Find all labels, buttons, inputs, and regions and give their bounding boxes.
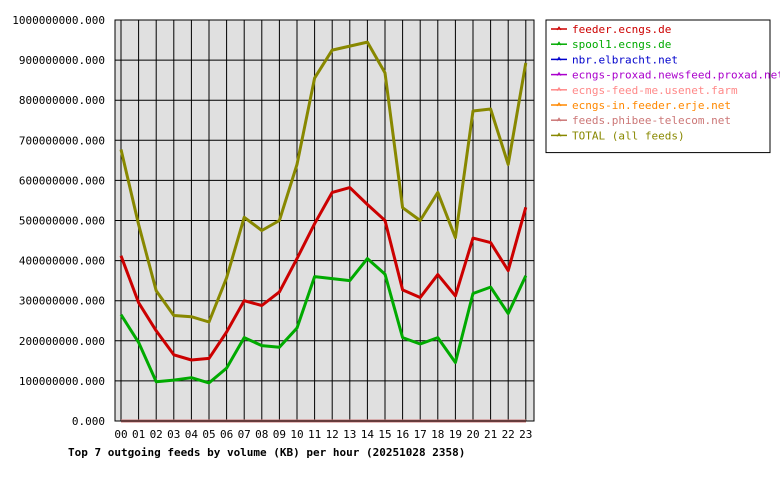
x-tick-label: 11 — [308, 428, 321, 441]
series-line-7 — [119, 40, 528, 324]
legend-marker — [556, 117, 562, 122]
y-tick-label: 0.000 — [72, 415, 105, 428]
legend-label: ecngs-proxad.newsfeed.proxad.net — [572, 69, 780, 82]
y-tick-label: 600000000.000 — [19, 174, 105, 187]
x-tick-label: 12 — [326, 428, 339, 441]
legend-label: feeds.phibee-telecom.net — [572, 114, 731, 127]
legend-box — [545, 19, 771, 154]
legend-marker — [556, 41, 562, 46]
legend-label: ecngs-feed-me.usenet.farm — [572, 84, 738, 97]
legend: feeder.ecngs.de spool1.ecngs.de nbr.elbrac… — [545, 19, 780, 154]
x-tick-label: 08 — [255, 428, 268, 441]
legend-label: TOTAL (all feeds) — [572, 129, 685, 142]
y-tick-label: 300000000.000 — [19, 295, 105, 308]
legend-marker — [556, 71, 562, 76]
x-tick-label: 15 — [378, 428, 391, 441]
series-line-0 — [119, 186, 528, 362]
legend-marker — [556, 132, 562, 137]
x-tick-label: 10 — [290, 428, 303, 441]
x-axis-ticks: 00 01 02 03 04 05 06 07 08 09 10 11 12 13 14 15 16 17 18 19… — [114, 428, 532, 441]
y-tick-label: 800000000.000 — [19, 94, 105, 107]
y-axis-ticks: 0.000 100000000.000 200000000.000 300000000… — [12, 14, 105, 428]
y-tick-label: 200000000.000 — [19, 335, 105, 348]
x-tick-label: 19 — [449, 428, 462, 441]
legend-label: feeder.ecngs.de — [572, 23, 671, 36]
x-tick-label: 02 — [150, 428, 163, 441]
y-tick-label: 400000000.000 — [19, 255, 105, 268]
legend-label: nbr.elbracht.net — [572, 53, 678, 66]
x-tick-label: 01 — [132, 428, 145, 441]
chart-title: Top 7 outgoing feeds by volume (KB) per … — [68, 446, 465, 459]
x-tick-label: 00 — [114, 428, 127, 441]
legend-marker — [556, 26, 562, 31]
x-tick-label: 04 — [185, 428, 199, 441]
y-tick-label: 500000000.000 — [19, 215, 105, 228]
legend-label: ecngs-in.feeder.erje.net — [572, 99, 731, 112]
y-tick-label: 1000000000.000 — [12, 14, 105, 27]
legend-marker — [556, 56, 562, 61]
x-tick-label: 18 — [431, 428, 444, 441]
series-line-1 — [119, 257, 528, 385]
x-tick-label: 14 — [361, 428, 375, 441]
x-tick-label: 09 — [273, 428, 286, 441]
x-tick-label: 20 — [466, 428, 479, 441]
plot-border — [114, 19, 535, 422]
x-tick-label: 03 — [167, 428, 180, 441]
x-tick-label: 23 — [519, 428, 532, 441]
x-tick-label: 21 — [484, 428, 497, 441]
x-tick-label: 16 — [396, 428, 409, 441]
x-tick-label: 07 — [238, 428, 251, 441]
y-tick-label: 700000000.000 — [19, 134, 105, 147]
x-tick-label: 06 — [220, 428, 233, 441]
legend-marker — [556, 102, 562, 107]
x-tick-label: 13 — [343, 428, 356, 441]
y-tick-label: 100000000.000 — [19, 375, 105, 388]
legend-label: spool1.ecngs.de — [572, 38, 671, 51]
x-tick-label: 22 — [502, 428, 515, 441]
y-tick-label: 900000000.000 — [19, 54, 105, 67]
legend-marker — [556, 86, 562, 92]
x-tick-label: 05 — [202, 428, 215, 441]
x-tick-label: 17 — [414, 428, 427, 441]
